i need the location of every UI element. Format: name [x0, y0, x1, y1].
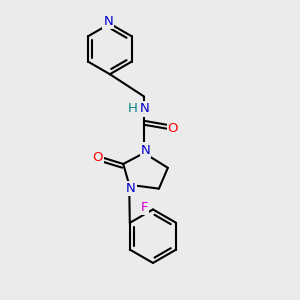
- Text: F: F: [140, 201, 148, 214]
- Text: N: N: [103, 15, 113, 28]
- Text: O: O: [92, 151, 103, 164]
- Text: O: O: [168, 122, 178, 134]
- Text: H: H: [128, 103, 138, 116]
- Text: N: N: [140, 103, 149, 116]
- Text: N: N: [126, 182, 136, 195]
- Text: N: N: [141, 143, 150, 157]
